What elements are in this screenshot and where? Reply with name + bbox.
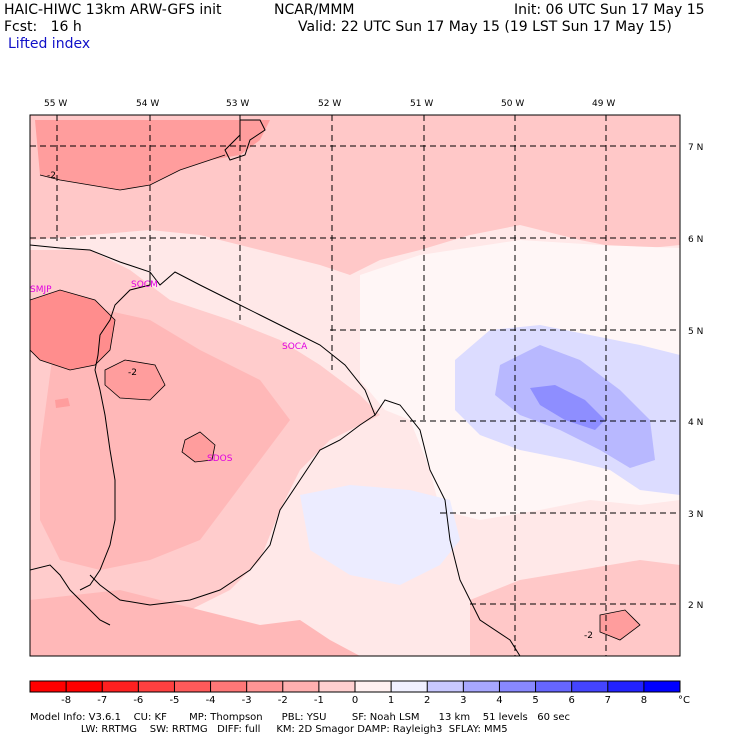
colorbar-unit: °C (678, 695, 690, 706)
lat-label: 2 N (688, 601, 703, 611)
colorbar-segment (355, 681, 392, 692)
colorbar-tick-label: -7 (97, 695, 107, 706)
colorbar-tick-label: 7 (605, 695, 611, 706)
longitude-labels: 55 W 54 W 53 W 52 W 51 W 50 W 49 W (44, 99, 615, 109)
colorbar-tick-label: 6 (568, 695, 574, 706)
lon-label: 53 W (226, 99, 249, 109)
colorbar-tick-label: 4 (496, 695, 502, 706)
colorbar-tick-label: 3 (460, 695, 466, 706)
lon-label: 50 W (501, 99, 524, 109)
field-name: Lifted index (8, 36, 91, 52)
contour-label: -2 (47, 171, 56, 181)
colorbar-segment (571, 681, 609, 692)
lat-lon-grid (30, 115, 680, 656)
colorbar-tick-label: 2 (424, 695, 430, 706)
station-sdos: SDOS (207, 454, 233, 464)
footer-model-info-2: LW: RRTMG SW: RRTMG DIFF: full KM: 2D Sm… (30, 724, 508, 735)
lat-label: 3 N (688, 510, 703, 520)
colorbar-tick-label: -8 (61, 695, 71, 706)
lat-label: 7 N (688, 143, 703, 153)
colorbar-segment (463, 681, 500, 692)
lon-label: 55 W (44, 99, 67, 109)
map-frame (29, 114, 681, 657)
colorbar-segment (282, 681, 320, 692)
colorbar-segment (391, 681, 428, 692)
colorbar-segment (535, 681, 573, 692)
colorbar-tick-label: 8 (641, 695, 647, 706)
colorbar-segment (643, 681, 681, 692)
forecast-hour: Fcst: 16 h (4, 19, 82, 35)
colorbar: -8 -7 -6 -5 -4 -3 -2 -1 0 1 2 3 4 5 6 7 8 °C (29, 680, 690, 706)
contour-lines (30, 154, 641, 641)
station-smjp: SMJP (30, 285, 52, 295)
lon-label: 52 W (318, 99, 341, 109)
lat-label: 6 N (688, 235, 703, 245)
init-time: Init: 06 UTC Sun 17 May 15 (514, 2, 705, 18)
lon-label: 54 W (136, 99, 159, 109)
colorbar-tick-label: -6 (133, 695, 143, 706)
org-label: NCAR/MMM (274, 2, 355, 18)
colorbar-segment (30, 681, 67, 692)
colorbar-segment (499, 681, 537, 692)
contour-label: -2 (128, 368, 137, 378)
lat-label: 4 N (688, 418, 703, 428)
latitude-labels: 7 N 6 N 5 N 4 N 3 N 2 N (688, 143, 703, 611)
colorbar-tick-label: 5 (532, 695, 538, 706)
footer-model-info-1: Model Info: V3.6.1 CU: KF MP: Thompson P… (30, 712, 570, 723)
lifted-index-field (30, 115, 680, 656)
station-socm: SOCM (131, 280, 158, 290)
colorbar-tick-label: -4 (206, 695, 216, 706)
colorbar-tick-label: 0 (352, 695, 358, 706)
colorbar-tick-label: -5 (169, 695, 179, 706)
colorbar-segment (607, 681, 645, 692)
colorbar-segment (427, 681, 464, 692)
contour-label: -2 (584, 631, 593, 641)
colorbar-segment (102, 681, 139, 692)
colorbar-tick-label: -3 (242, 695, 252, 706)
colorbar-segment (210, 681, 248, 692)
coastlines-borders (30, 119, 521, 656)
colorbar-tick-label: 1 (388, 695, 394, 706)
lon-label: 51 W (410, 99, 433, 109)
colorbar-tick-label: -2 (278, 695, 288, 706)
colorbar-segment (318, 681, 356, 692)
station-soca: SOCA (282, 342, 308, 352)
colorbar-segment (174, 681, 212, 692)
colorbar-segment (66, 681, 103, 692)
colorbar-segment (246, 681, 284, 692)
colorbar-tick-label: -1 (314, 695, 324, 706)
lat-label: 5 N (688, 327, 703, 337)
valid-time: Valid: 22 UTC Sun 17 May 15 (19 LST Sun … (298, 19, 672, 35)
colorbar-segment (138, 681, 175, 692)
lon-label: 49 W (592, 99, 615, 109)
model-title: HAIC-HIWC 13km ARW-GFS init (4, 2, 222, 18)
